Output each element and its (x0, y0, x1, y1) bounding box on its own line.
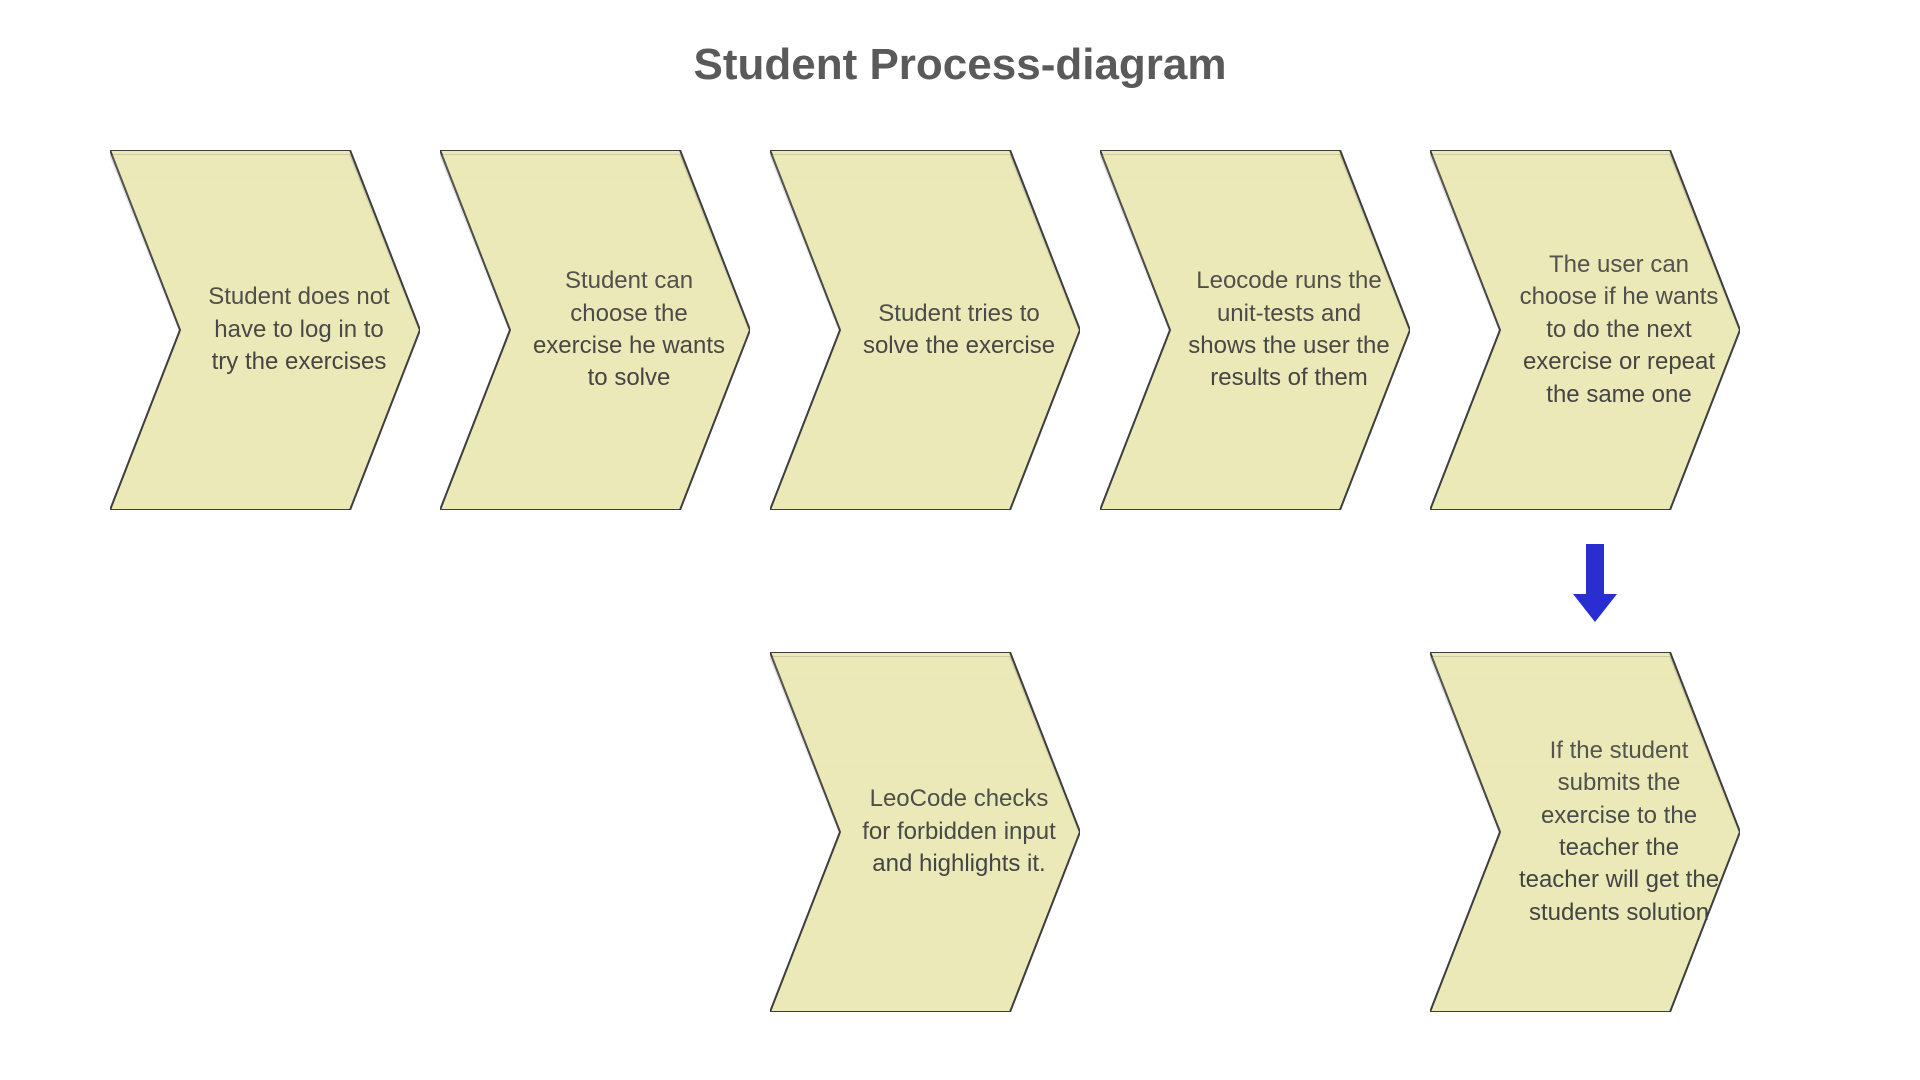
chevron-reflection (770, 154, 1080, 514)
chevron-reflection (1100, 154, 1410, 514)
chevron-reflection (110, 154, 420, 514)
chevron-reflection (770, 656, 1080, 1016)
down-arrow-icon (1573, 544, 1617, 622)
chevron-reflection (1430, 656, 1740, 1016)
chevron-reflection (1430, 154, 1740, 514)
page-title: Student Process-diagram (0, 40, 1920, 90)
chevron-reflection (440, 154, 750, 514)
